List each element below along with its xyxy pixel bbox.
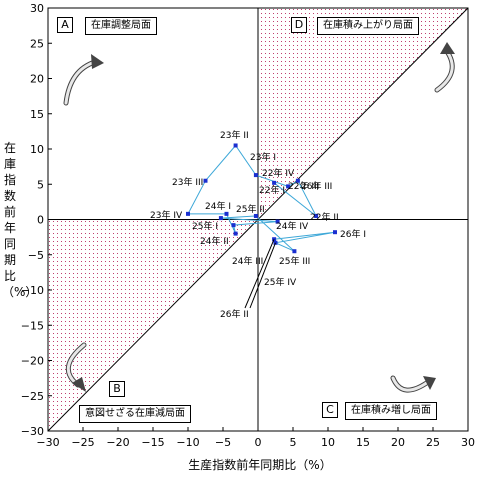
point-label: 22年 III (288, 180, 319, 192)
leader-line (249, 242, 276, 309)
data-point (253, 213, 258, 218)
data-point (231, 223, 236, 228)
quadrant-label-b: 意図せざる在庫減局面 (79, 405, 191, 423)
y-tick-label: −25 (21, 390, 44, 403)
point-label: 24年 II (200, 235, 229, 247)
point-label: 22年 II (310, 211, 339, 223)
point-label: 24年 I (205, 200, 231, 212)
quadrant-letter-a: A (57, 17, 73, 33)
y-tick-label: 30 (30, 2, 44, 15)
quadrant-label-c: 在庫積み増し局面 (345, 402, 437, 420)
point-label: 26年 III (301, 180, 332, 192)
y-tick-label: −5 (28, 249, 44, 262)
point-label: 23年 III (172, 176, 203, 188)
x-tick-label: 0 (255, 436, 262, 449)
y-axis-label: 在庫指数前年同期比（%） (2, 141, 38, 299)
x-tick-label: −10 (176, 436, 199, 449)
y-tick-label: −10 (21, 284, 44, 297)
quadrant-letter-b: B (109, 381, 125, 397)
x-tick-label: −15 (141, 436, 164, 449)
x-tick-label: −30 (36, 436, 59, 449)
data-point (224, 211, 229, 216)
leader-line (244, 239, 275, 309)
quadrant-label-a: 在庫調整局面 (85, 17, 157, 35)
point-label: 23年 II (220, 129, 249, 141)
data-point (292, 249, 297, 254)
x-tick-label: 25 (426, 436, 440, 449)
point-label: 25年 IV (264, 276, 297, 288)
x-tick-label: 20 (391, 436, 405, 449)
arrow-quadrant-d-head (440, 42, 455, 54)
point-label: 25年 III (279, 255, 310, 267)
point-label: 24年 IV (276, 220, 309, 232)
point-label: 24年 III (232, 255, 263, 267)
x-axis-label: 生産指数前年同期比（%） (188, 458, 332, 472)
x-tick-label: 10 (321, 436, 335, 449)
point-label: 22年 IV (262, 167, 295, 179)
data-point (272, 180, 277, 185)
data-point (295, 178, 300, 183)
y-tick-label: 20 (30, 73, 44, 86)
data-point (333, 230, 337, 235)
data-point (233, 231, 238, 236)
data-point (203, 178, 208, 183)
data-point (253, 173, 258, 178)
quadrant-letter-d: D (291, 17, 307, 33)
arrow-quadrant-a-inner (64, 60, 97, 105)
point-label: 25年 II (236, 203, 265, 215)
x-tick-label: −20 (106, 436, 129, 449)
data-point (286, 184, 291, 189)
y-tick-label: 5 (37, 178, 44, 191)
x-tick-label: 30 (461, 436, 475, 449)
arrow-quadrant-c-inner (391, 376, 430, 392)
quadrant-letter-c: C (322, 402, 338, 418)
y-tick-label: −15 (21, 319, 44, 332)
cycle-arrows (63, 42, 455, 393)
y-tick-label: 10 (30, 143, 44, 156)
arrow-quadrant-b-head (72, 377, 86, 392)
data-point (275, 219, 280, 224)
data-point (233, 143, 238, 148)
diagonal-line (47, 7, 469, 432)
data-point (218, 216, 223, 221)
y-tick-label: 15 (30, 108, 44, 121)
point-label: 26年 II (220, 308, 249, 320)
x-tick-label: 5 (290, 436, 297, 449)
point-label: 25年 I (192, 220, 218, 232)
x-tick-label: −5 (215, 436, 231, 449)
data-point (186, 211, 190, 216)
y-tick-label: 25 (30, 37, 44, 50)
point-label: 22年 I (259, 184, 285, 196)
point-label: 23年 I (250, 151, 276, 163)
quadrant-label-d: 在庫積み上がり局面 (317, 17, 419, 35)
arrow-quadrant-c-head (423, 376, 436, 390)
x-tick-label: −25 (71, 436, 94, 449)
y-tick-label: −20 (21, 355, 44, 368)
y-tick-label: 0 (37, 214, 44, 227)
x-tick-label: 15 (356, 436, 370, 449)
y-tick-label: −30 (21, 425, 44, 438)
point-label: 23年 IV (150, 209, 183, 221)
data-point (314, 213, 319, 218)
point-label: 26年 I (340, 228, 366, 240)
arrow-quadrant-a-head (91, 54, 104, 69)
